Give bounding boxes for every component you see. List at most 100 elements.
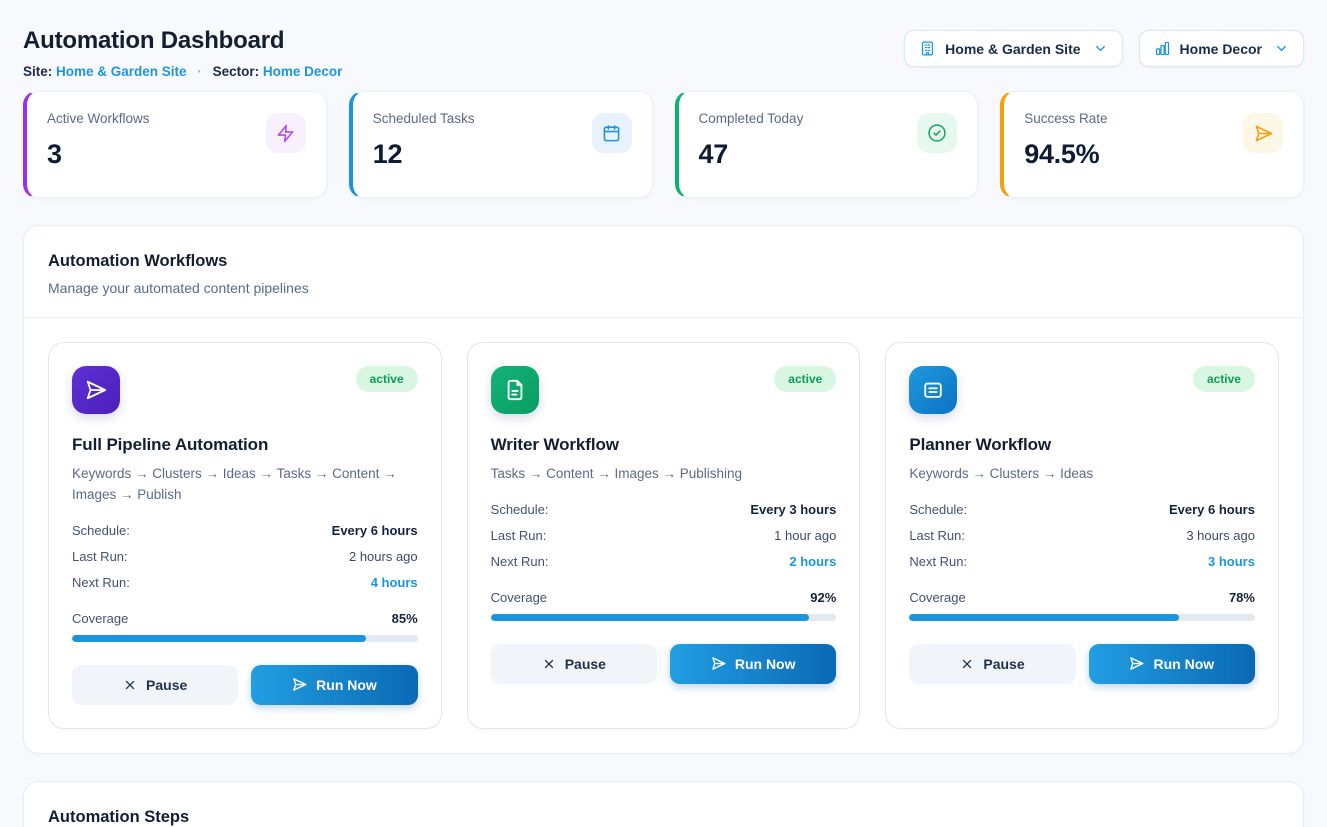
coverage-row: Coverage 92% (491, 590, 837, 605)
stat-label: Active Workflows (47, 111, 150, 126)
workflows-subtitle: Manage your automated content pipelines (48, 280, 309, 296)
coverage-progress-fill (909, 613, 1179, 621)
stat-text: Scheduled Tasks 12 (373, 111, 475, 178)
sector-selector-button[interactable]: Home Decor (1138, 30, 1304, 67)
status-badge: active (774, 366, 837, 392)
schedule-value: Every 3 hours (750, 501, 837, 517)
next-run-row: Next Run: 3 hours (909, 554, 1255, 569)
coverage-progress-track (490, 613, 837, 621)
sector-selector-label: Home Decor (1179, 40, 1262, 57)
workflow-actions: Pause Run Now (909, 643, 1255, 684)
stat-label: Completed Today (698, 111, 804, 126)
x-icon (123, 678, 137, 692)
stat-value: 94.5% (1024, 139, 1100, 169)
next-run-row: Next Run: 2 hours (491, 554, 837, 569)
stat-value: 3 (47, 139, 62, 169)
coverage-value: 78% (1228, 589, 1255, 605)
schedule-value: Every 6 hours (331, 522, 418, 538)
status-badge: active (1192, 366, 1255, 392)
last-run-label: Last Run: (72, 548, 128, 564)
coverage-progress-track (72, 634, 418, 642)
workflow-name: Full Pipeline Automation (72, 435, 269, 454)
send-icon (72, 366, 120, 414)
bar-chart-icon (1154, 40, 1171, 57)
sector-link[interactable]: Home Decor (262, 64, 343, 79)
chevron-down-icon (1093, 41, 1108, 56)
stat-label: Scheduled Tasks (372, 111, 475, 126)
calendar-icon (591, 113, 632, 153)
schedule-label: Schedule: (490, 501, 549, 517)
list-icon (909, 366, 958, 414)
workflows-panel-header: Automation Workflows Manage your automat… (24, 226, 1303, 318)
site-label: Site: (23, 64, 53, 79)
breadcrumb: Site: Home & Garden Site · Sector: Home … (23, 64, 342, 79)
header-selectors: Home & Garden Site Home Decor (904, 30, 1304, 67)
workflow-card-top: active (490, 366, 837, 414)
next-run-value: 3 hours (1208, 553, 1255, 569)
stat-card-scheduled-tasks: Scheduled Tasks 12 (348, 91, 653, 198)
next-run-value: 4 hours (370, 574, 418, 590)
page-title: Automation Dashboard (23, 27, 285, 54)
site-selector-button[interactable]: Home & Garden Site (904, 30, 1123, 67)
x-icon (960, 657, 974, 671)
next-run-label: Next Run: (909, 553, 968, 569)
stat-text: Success Rate 94.5% (1024, 111, 1107, 178)
next-run-value: 2 hours (789, 553, 837, 569)
workflow-cards-grid: active Full Pipeline Automation Keywords… (24, 318, 1303, 753)
stat-card-active-workflows: Active Workflows 3 (23, 91, 327, 198)
next-run-label: Next Run: (490, 553, 549, 569)
run-now-button[interactable]: Run Now (1088, 643, 1255, 684)
coverage-label: Coverage (490, 589, 548, 605)
schedule-label: Schedule: (909, 501, 968, 517)
schedule-row: Schedule: Every 6 hours (909, 502, 1255, 517)
workflow-pipeline: Keywords → Clusters → Ideas (909, 466, 1094, 481)
pause-button[interactable]: Pause (72, 664, 239, 705)
workflow-card-top: active (909, 366, 1255, 414)
workflow-name: Writer Workflow (490, 435, 619, 454)
schedule-row: Schedule: Every 6 hours (72, 523, 418, 538)
send-icon (1129, 656, 1144, 671)
last-run-row: Last Run: 3 hours ago (909, 528, 1255, 543)
run-now-button[interactable]: Run Now (670, 643, 837, 684)
workflow-card-full-pipeline: active Full Pipeline Automation Keywords… (48, 342, 442, 729)
workflow-actions: Pause Run Now (490, 643, 837, 684)
workflows-title: Automation Workflows (48, 252, 228, 270)
stat-text: Active Workflows 3 (47, 111, 150, 178)
pause-button[interactable]: Pause (909, 643, 1076, 684)
send-icon (1243, 113, 1283, 153)
stat-card-completed-today: Completed Today 47 (674, 91, 979, 198)
workflow-actions: Pause Run Now (72, 664, 418, 705)
building-icon (919, 40, 936, 57)
stat-value: 12 (372, 139, 403, 169)
site-link[interactable]: Home & Garden Site (56, 64, 187, 79)
workflow-meta: Schedule: Every 6 hours Last Run: 3 hour… (909, 502, 1255, 569)
pause-button[interactable]: Pause (490, 643, 657, 684)
run-now-button-label: Run Now (316, 676, 377, 693)
run-now-button[interactable]: Run Now (251, 664, 418, 705)
dot-separator: · (197, 64, 202, 79)
schedule-row: Schedule: Every 3 hours (491, 502, 837, 517)
document-icon (490, 366, 539, 414)
last-run-value: 1 hour ago (774, 527, 837, 543)
pause-button-label: Pause (146, 676, 188, 693)
coverage-label: Coverage (72, 610, 129, 626)
sector-label: Sector: (212, 64, 260, 79)
steps-panel-header: Automation Steps Configure which steps a… (24, 782, 1303, 827)
stat-card-success-rate: Success Rate 94.5% (1000, 91, 1304, 198)
steps-title: Automation Steps (48, 807, 190, 826)
check-circle-icon (917, 113, 958, 153)
coverage-progress-fill (490, 613, 809, 621)
workflow-meta: Schedule: Every 6 hours Last Run: 2 hour… (72, 523, 418, 590)
workflow-card-top: active (72, 366, 418, 414)
last-run-row: Last Run: 2 hours ago (72, 549, 418, 564)
topbar: Automation Dashboard Site: Home & Garden… (23, 23, 1304, 79)
run-now-button-label: Run Now (734, 655, 796, 672)
last-run-label: Last Run: (490, 527, 547, 543)
lightning-icon (265, 113, 306, 153)
workflow-pipeline: Keywords → Clusters → Ideas → Tasks → Co… (72, 466, 397, 502)
coverage-row: Coverage 78% (909, 590, 1255, 605)
last-run-value: 3 hours ago (1186, 527, 1255, 543)
run-now-button-label: Run Now (1153, 655, 1215, 672)
header-left: Automation Dashboard Site: Home & Garden… (23, 23, 342, 79)
